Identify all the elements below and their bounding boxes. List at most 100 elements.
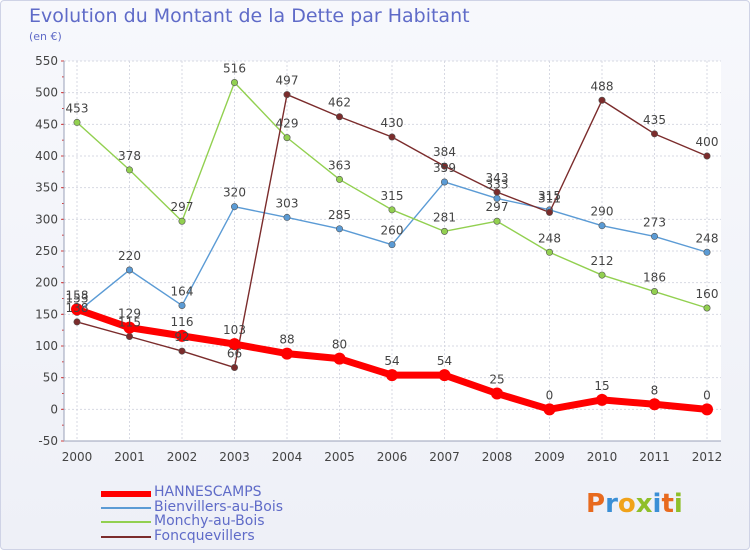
legend-swatch <box>101 521 151 523</box>
chart-subtitle: (en €) <box>29 30 62 43</box>
data-label: 248 <box>538 231 561 245</box>
proxiti-logo: Proxiti <box>586 489 683 519</box>
data-label: 462 <box>328 96 351 110</box>
data-label: 297 <box>171 200 194 214</box>
x-tick-label: 2003 <box>219 450 250 464</box>
logo-letter: r <box>605 489 618 519</box>
data-point <box>543 403 556 416</box>
data-point <box>491 387 503 400</box>
y-tick-label: 150 <box>35 307 58 321</box>
x-tick-label: 2011 <box>639 450 670 464</box>
data-point <box>650 232 658 240</box>
data-point <box>493 188 501 196</box>
data-point <box>598 222 606 230</box>
data-point <box>386 369 398 382</box>
data-point <box>650 130 658 138</box>
y-tick-label: 500 <box>35 86 58 100</box>
data-point <box>388 206 396 214</box>
x-tick-label: 2006 <box>377 450 408 464</box>
x-tick-label: 2005 <box>324 450 355 464</box>
y-tick-label: 200 <box>35 276 58 290</box>
x-tick-label: 2004 <box>272 450 303 464</box>
data-label: 212 <box>591 254 614 268</box>
data-label: 378 <box>118 149 141 163</box>
data-point <box>231 364 239 372</box>
data-label: 260 <box>381 224 404 238</box>
data-point <box>178 347 186 355</box>
y-tick-label: -50 <box>38 434 58 448</box>
x-tick-label: 2001 <box>114 450 145 464</box>
y-tick-label: 450 <box>35 117 58 131</box>
data-point <box>440 227 448 235</box>
data-label: 153 <box>66 291 89 305</box>
data-point <box>283 91 291 99</box>
y-tick-label: 100 <box>35 339 58 353</box>
data-point <box>598 96 606 104</box>
data-point <box>703 152 711 160</box>
data-label: 103 <box>223 323 246 337</box>
y-tick-label: 250 <box>35 244 58 258</box>
data-label: 488 <box>591 79 614 93</box>
data-label: 54 <box>437 354 452 368</box>
data-point <box>440 162 448 170</box>
data-label: 333 <box>486 177 509 191</box>
data-point <box>438 369 451 382</box>
data-point <box>650 288 658 296</box>
data-point <box>703 304 711 312</box>
data-label: 0 <box>546 388 554 402</box>
data-point <box>228 338 241 351</box>
data-label: 220 <box>118 249 141 263</box>
data-point <box>596 393 608 406</box>
data-point <box>703 248 711 256</box>
x-tick-label: 2008 <box>482 450 513 464</box>
data-point <box>178 217 186 225</box>
data-label: 497 <box>276 74 299 88</box>
x-tick-label: 2010 <box>587 450 618 464</box>
data-point <box>598 271 606 279</box>
data-label: 453 <box>66 101 89 115</box>
x-tick-label: 2002 <box>167 450 198 464</box>
data-label: 15 <box>594 379 609 393</box>
y-tick-label: 550 <box>35 54 58 68</box>
data-point <box>176 329 188 342</box>
data-label: 384 <box>433 145 456 159</box>
data-point <box>126 166 134 174</box>
data-point <box>545 208 553 216</box>
data-label: 115 <box>118 316 141 330</box>
data-label: 80 <box>332 338 347 352</box>
data-point <box>73 118 81 126</box>
data-label: 8 <box>651 383 659 397</box>
data-label: 435 <box>643 113 666 127</box>
y-tick-label: 350 <box>35 181 58 195</box>
data-label: 311 <box>538 191 561 205</box>
data-point <box>73 318 81 326</box>
data-point <box>126 332 134 340</box>
x-tick-label: 2009 <box>534 450 565 464</box>
data-label: 0 <box>703 388 711 402</box>
data-label: 285 <box>328 208 351 222</box>
data-point <box>231 79 239 87</box>
data-point <box>335 225 343 233</box>
data-point <box>335 175 343 183</box>
data-label: 88 <box>279 333 294 347</box>
y-tick-label: 0 <box>50 402 58 416</box>
data-label: 25 <box>489 373 504 387</box>
x-tick-label: 2012 <box>692 450 723 464</box>
x-tick-label: 2000 <box>62 450 93 464</box>
logo-letter: i <box>673 489 683 519</box>
data-point <box>71 303 83 316</box>
data-label: 320 <box>223 186 246 200</box>
data-point <box>440 178 448 186</box>
data-label: 129 <box>118 307 141 321</box>
data-point <box>126 266 134 274</box>
data-label: 158 <box>66 288 89 302</box>
data-label: 363 <box>328 158 351 172</box>
y-tick-label: 50 <box>43 371 58 385</box>
legend-swatch <box>101 491 151 497</box>
x-tick-label: 2007 <box>429 450 460 464</box>
data-label: 54 <box>384 354 399 368</box>
data-label: 430 <box>381 116 404 130</box>
y-tick-label: 400 <box>35 149 58 163</box>
